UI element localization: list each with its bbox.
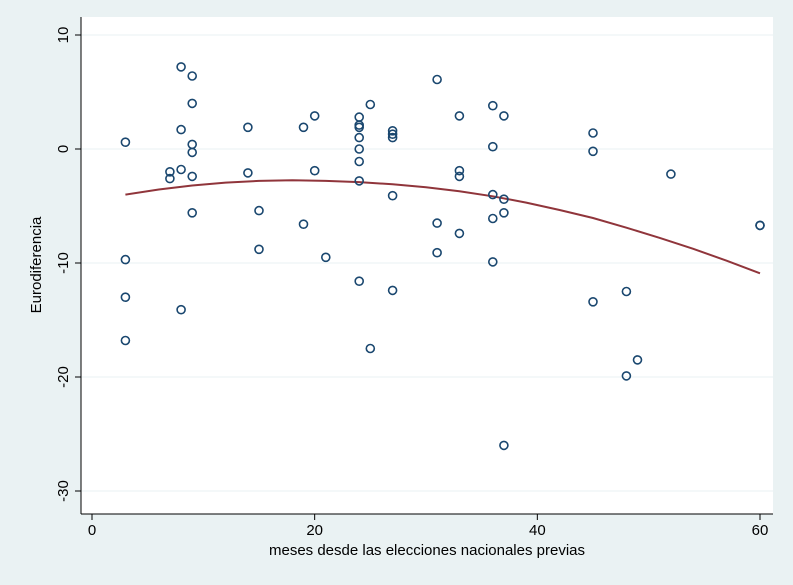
- y-axis-title: Eurodiferencia: [28, 216, 45, 313]
- data-point: [176, 124, 186, 135]
- data-point: [120, 335, 131, 346]
- data-point: [354, 132, 365, 143]
- data-point: [365, 343, 376, 354]
- data-point: [432, 218, 442, 228]
- data-point: [454, 171, 465, 182]
- data-point: [487, 257, 498, 267]
- data-point: [187, 171, 197, 182]
- data-point: [487, 189, 498, 200]
- data-point: [354, 144, 365, 154]
- data-point: [499, 194, 509, 204]
- x-tick-label: 60: [752, 522, 769, 539]
- data-point: [165, 173, 175, 184]
- data-point: [387, 285, 398, 296]
- data-point: [387, 190, 398, 201]
- data-point: [432, 247, 442, 258]
- data-point: [176, 164, 186, 175]
- data-point: [354, 176, 365, 186]
- data-point: [354, 276, 365, 287]
- y-tick-label: -30: [55, 480, 72, 502]
- scatter-points: [120, 62, 765, 451]
- data-point: [588, 296, 598, 307]
- data-point: [309, 111, 320, 121]
- data-point: [621, 371, 632, 381]
- data-point: [588, 128, 598, 138]
- data-point: [243, 122, 253, 133]
- data-point: [120, 137, 131, 147]
- data-point: [632, 355, 643, 365]
- data-point: [243, 168, 253, 178]
- x-tick-label: 0: [88, 522, 96, 539]
- data-point: [176, 62, 186, 72]
- data-point: [666, 169, 676, 179]
- data-point: [354, 122, 365, 133]
- data-point: [254, 205, 264, 216]
- axis-ticks: -30 -20 -10 0 10 0 20 40 60: [55, 27, 768, 539]
- gridlines: [81, 34, 773, 492]
- data-point: [187, 147, 197, 158]
- data-point: [499, 208, 509, 218]
- data-point: [499, 111, 509, 121]
- x-axis-title: meses desde las elecciones nacionales pr…: [269, 542, 585, 559]
- data-point: [454, 165, 465, 176]
- data-point: [187, 208, 197, 218]
- data-point: [120, 254, 131, 265]
- data-point: [165, 167, 175, 177]
- data-point: [298, 219, 309, 229]
- y-tick-label: -10: [55, 252, 72, 274]
- data-point: [365, 99, 376, 110]
- fit-curve: [125, 179, 761, 275]
- data-point: [254, 244, 264, 255]
- data-point: [309, 165, 320, 176]
- y-tick-label: 10: [55, 27, 72, 44]
- data-point: [499, 440, 509, 451]
- data-point: [432, 74, 442, 85]
- plot-area: [81, 17, 773, 514]
- data-point: [387, 126, 398, 136]
- data-point: [755, 220, 765, 231]
- data-point: [298, 122, 309, 133]
- data-point: [454, 111, 465, 121]
- x-tick-label: 40: [529, 522, 546, 539]
- data-point: [120, 292, 131, 303]
- fit-curve-layer: [125, 179, 761, 275]
- data-point: [387, 132, 398, 143]
- data-point: [588, 146, 598, 157]
- data-point: [487, 100, 498, 111]
- data-point: [621, 286, 632, 297]
- y-tick-label: 0: [55, 145, 72, 153]
- data-point: [387, 129, 398, 139]
- y-tick-label: -20: [55, 366, 72, 388]
- data-point: [487, 213, 498, 224]
- data-point: [454, 228, 465, 239]
- data-point: [320, 252, 331, 263]
- data-point: [176, 304, 186, 315]
- data-point: [187, 71, 197, 81]
- x-tick-label: 20: [306, 522, 323, 539]
- data-point: [354, 156, 365, 167]
- data-point: [187, 98, 197, 109]
- data-point: [487, 141, 498, 152]
